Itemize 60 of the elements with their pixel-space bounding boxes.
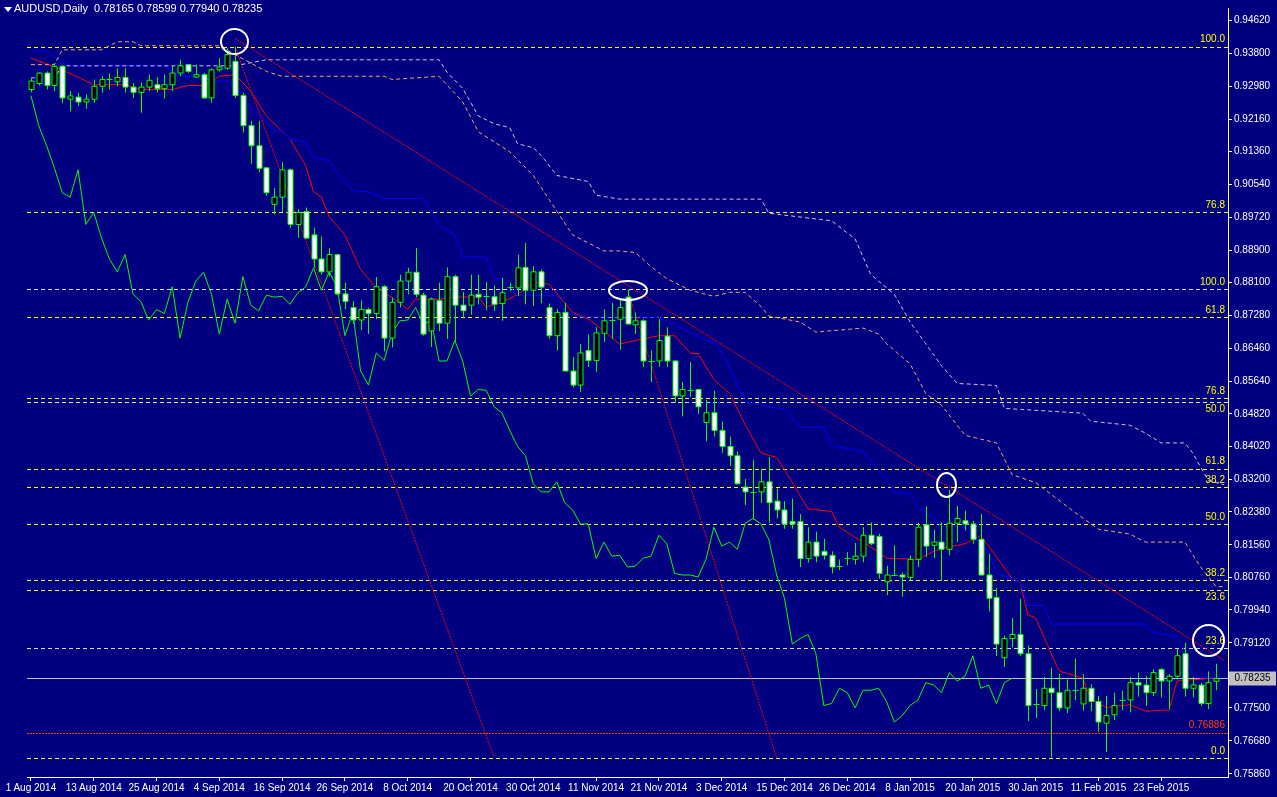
- ref-line-label: 0.76886: [1188, 719, 1226, 731]
- annotation: 76.8: [1205, 198, 1226, 210]
- y-tick-label: 0.82380: [1234, 505, 1271, 517]
- y-tick-label: 0.83200: [1234, 472, 1271, 484]
- y-tick-label: 0.94620: [1234, 14, 1271, 26]
- y-tick-label: 0.77500: [1234, 701, 1271, 713]
- line-series: [30, 59, 1225, 486]
- annotation: 23.6: [1205, 590, 1226, 602]
- candlestick: [609, 302, 616, 340]
- line-series: [30, 41, 1225, 588]
- y-tick-label: 0.76680: [1234, 734, 1271, 746]
- y-tick-label: 0.85640: [1234, 374, 1271, 386]
- x-tick-label: 3 Dec 2014: [696, 781, 748, 793]
- annotation: 76.8: [1205, 385, 1226, 397]
- annotation: 100.0: [1199, 33, 1226, 45]
- x-tick-label: 30 Jan 2015: [1008, 781, 1064, 793]
- annotation: 61.8: [1205, 455, 1226, 467]
- x-tick-label: 8 Jan 2015: [885, 781, 936, 793]
- annotation: 100.0: [1199, 276, 1226, 288]
- y-tick-label: 0.79120: [1234, 636, 1271, 648]
- y-tick-label: 0.88100: [1234, 276, 1271, 288]
- annotation: 38.2: [1205, 473, 1226, 485]
- x-tick-label: 11 Feb 2015: [1070, 781, 1127, 793]
- annotation: 38.2: [1205, 566, 1226, 578]
- x-tick-label: 1 Aug 2014: [5, 781, 57, 793]
- annotation: 50.0: [1205, 403, 1226, 415]
- x-tick-label: 30 Oct 2014: [506, 781, 561, 793]
- y-tick-label: 0.89720: [1234, 210, 1271, 222]
- y-tick-label: 0.87280: [1234, 308, 1271, 320]
- x-tick-label: 20 Oct 2014: [443, 781, 499, 793]
- x-tick-label: 8 Oct 2014: [383, 781, 433, 793]
- x-tick-label: 16 Sep 2014: [253, 781, 311, 793]
- x-tick-label: 15 Dec 2014: [756, 781, 814, 793]
- y-tick-label: 0.79940: [1234, 603, 1271, 615]
- ref-line-label: 0.78235: [1234, 672, 1272, 684]
- x-tick-label: 26 Sep 2014: [316, 781, 374, 793]
- x-tick-label: 20 Jan 2015: [945, 781, 1001, 793]
- annotation: 61.8: [1205, 303, 1226, 315]
- y-tick-label: 0.90540: [1234, 178, 1271, 190]
- y-tick-label: 0.75860: [1234, 767, 1271, 779]
- y-tick-label: 0.92980: [1234, 80, 1271, 92]
- y-tick-label: 0.91360: [1234, 145, 1271, 157]
- x-tick-label: 26 Dec 2014: [818, 781, 877, 793]
- x-tick-label: 13 Aug 2014: [65, 781, 123, 793]
- annotation: 50.0: [1205, 511, 1226, 523]
- x-tick-label: 21 Nov 2014: [630, 781, 688, 793]
- annotation: 0.0: [1211, 744, 1226, 756]
- x-tick-label: 25 Aug 2014: [128, 781, 186, 793]
- y-tick-label: 0.88900: [1234, 243, 1271, 255]
- y-tick-label: 0.84820: [1234, 407, 1271, 419]
- y-tick-label: 0.80760: [1234, 570, 1271, 582]
- x-tick-label: 23 Feb 2015: [1133, 781, 1190, 793]
- y-tick-label: 0.93800: [1234, 47, 1271, 59]
- y-tick-label: 0.81560: [1234, 538, 1271, 550]
- chart-title: AUDUSD,Daily 0.78165 0.78599 0.77940 0.78235: [14, 2, 263, 14]
- y-tick-label: 0.92160: [1234, 112, 1271, 124]
- x-tick-label: 4 Sep 2014: [193, 781, 246, 793]
- x-tick-label: 11 Nov 2014: [568, 781, 625, 793]
- y-tick-label: 0.86460: [1234, 341, 1271, 353]
- y-tick-label: 0.84020: [1234, 439, 1271, 451]
